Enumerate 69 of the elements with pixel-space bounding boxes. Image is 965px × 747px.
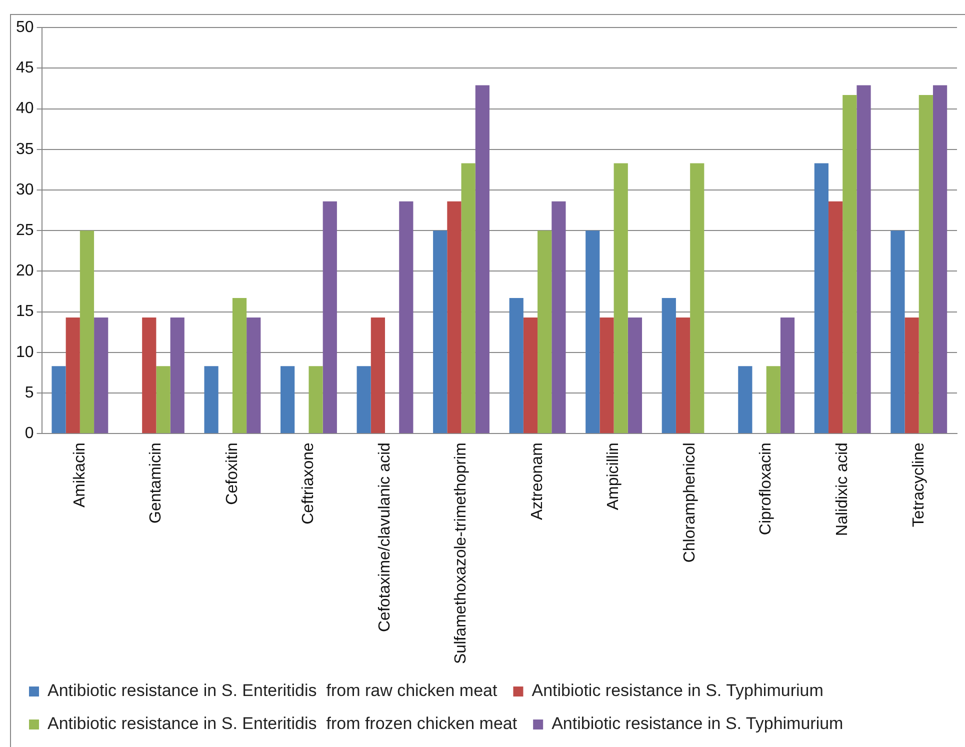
bar	[246, 317, 261, 434]
bar	[586, 230, 600, 434]
bar	[204, 366, 218, 434]
bar	[842, 94, 857, 434]
legend-label: Antibiotic resistance in S. Enteritidis from frozen chicken meat	[48, 714, 518, 734]
x-tick-label: Nalidixic acid	[834, 442, 852, 536]
bar	[766, 366, 780, 434]
bar	[94, 317, 108, 434]
bar	[662, 298, 676, 434]
bar	[475, 85, 490, 434]
bar	[461, 163, 476, 434]
bar	[918, 94, 933, 434]
bar	[170, 317, 184, 434]
y-tick-label: 5	[24, 384, 34, 402]
y-tick-label: 25	[16, 222, 34, 239]
bar	[552, 201, 566, 434]
x-tick-label: Tetracycline	[910, 442, 928, 528]
x-tick-label: Amikacin	[71, 442, 88, 508]
bar	[80, 230, 94, 434]
bar	[828, 201, 843, 434]
bar	[509, 298, 524, 434]
bar	[356, 366, 371, 434]
legend-label: Antibiotic resistance in S. Typhimurium	[552, 714, 844, 734]
legend-label: Antibiotic resistance in S. Enteritidis from raw chicken meat	[48, 681, 498, 700]
bar	[932, 85, 948, 434]
x-tick-label: Gentamicin	[148, 442, 165, 524]
x-tick-label: Aztreonam	[528, 442, 546, 520]
y-tick-label: 15	[16, 303, 34, 320]
bar	[538, 230, 552, 434]
bar	[738, 366, 752, 434]
x-tick-label: Ceftriaxone	[300, 442, 318, 524]
bar	[904, 317, 919, 434]
x-tick-label: Cefoxitin	[224, 442, 241, 505]
bar	[370, 317, 385, 434]
y-tick-label: 45	[16, 60, 34, 77]
x-tick-label: Ampicillin	[605, 442, 622, 510]
bar	[690, 163, 704, 434]
x-tick-label: Sulfamethoxazole-trimethoprim	[452, 442, 470, 664]
y-tick-label: 20	[16, 262, 34, 280]
bar	[308, 366, 323, 434]
bar	[614, 163, 628, 434]
bar	[232, 298, 247, 434]
y-tick-label: 40	[16, 100, 34, 118]
y-tick-label: 10	[16, 344, 34, 361]
bar	[780, 317, 795, 434]
x-tick-label: Ciprofloxacin	[758, 442, 775, 536]
bar	[890, 230, 905, 434]
bar	[600, 317, 614, 434]
bar	[156, 366, 170, 434]
y-tick-label: 35	[16, 140, 34, 158]
y-tick-label: 50	[16, 19, 34, 36]
bar	[52, 366, 66, 434]
x-tick-label: Chloramphenicol	[681, 442, 698, 563]
bar	[447, 201, 462, 434]
bar	[66, 317, 80, 434]
x-tick-label: Cefotaxime/clavulanic acid	[376, 442, 394, 632]
bar	[856, 85, 871, 434]
bar	[280, 366, 295, 434]
bar	[322, 201, 337, 434]
y-tick-label: 0	[24, 424, 34, 442]
bar	[523, 317, 538, 434]
bar	[628, 317, 642, 434]
y-tick-label: 30	[16, 181, 34, 198]
bar	[433, 230, 448, 434]
legend-label: Antibiotic resistance in S. Typhimurium	[532, 681, 824, 700]
bar	[142, 317, 156, 434]
bar	[814, 163, 828, 434]
bar	[676, 317, 690, 434]
bar	[399, 201, 414, 434]
